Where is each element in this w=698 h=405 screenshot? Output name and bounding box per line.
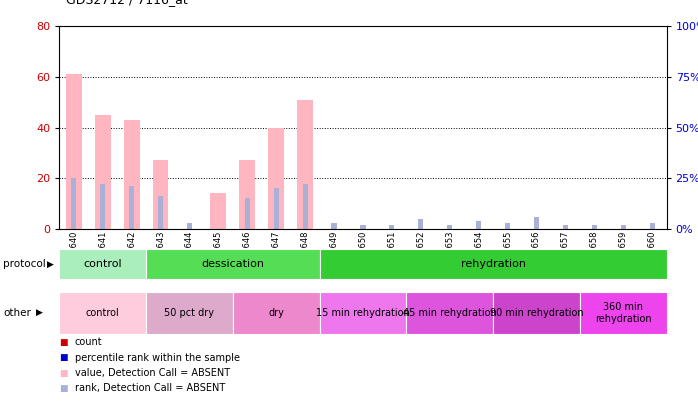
Bar [268,128,284,229]
Bar [493,292,580,334]
Text: value, Detection Call = ABSENT: value, Detection Call = ABSENT [75,368,230,378]
Text: rank, Detection Call = ABSENT: rank, Detection Call = ABSENT [75,384,225,393]
Text: ■: ■ [59,338,68,347]
Bar [274,188,279,229]
Bar [534,217,539,229]
Bar [187,223,192,229]
Bar [320,292,406,334]
Bar [389,225,394,229]
Bar [360,225,366,229]
Text: ■: ■ [59,353,68,362]
Bar [158,196,163,229]
Text: 90 min rehydration: 90 min rehydration [490,308,584,318]
Text: 15 min rehydration: 15 min rehydration [316,308,410,318]
Bar [302,184,308,229]
Text: protocol: protocol [3,259,46,269]
Bar [297,100,313,229]
Bar [59,292,146,334]
Bar [332,223,336,229]
Bar [239,160,255,229]
Text: ■: ■ [59,384,68,393]
Bar [66,75,82,229]
Bar [59,249,146,279]
Bar [153,160,168,229]
Text: 50 pct dry: 50 pct dry [165,308,214,318]
Text: GDS2712 / 7116_at: GDS2712 / 7116_at [66,0,188,6]
Bar [146,249,320,279]
Bar [320,249,667,279]
Bar [210,194,226,229]
Text: control: control [86,308,119,318]
Bar [95,115,111,229]
Text: dessication: dessication [201,259,265,269]
Bar [406,292,493,334]
Bar [505,223,510,229]
Text: other: other [3,308,31,318]
Bar [233,292,320,334]
Bar [245,198,250,229]
Text: ▶: ▶ [36,308,43,318]
Bar [447,225,452,229]
Text: 360 min
rehydration: 360 min rehydration [595,302,651,324]
Bar [563,225,568,229]
Bar [100,184,105,229]
Bar [476,221,481,229]
Text: ▶: ▶ [47,260,54,269]
Text: dry: dry [268,308,284,318]
Text: percentile rank within the sample: percentile rank within the sample [75,353,239,362]
Bar [418,219,424,229]
Text: count: count [75,337,103,347]
Bar [650,223,655,229]
Bar [621,225,626,229]
Bar [71,178,76,229]
Bar [129,186,134,229]
Text: control: control [83,259,122,269]
Text: rehydration: rehydration [461,259,526,269]
Bar [124,120,140,229]
Bar [580,292,667,334]
Bar [592,225,597,229]
Text: 45 min rehydration: 45 min rehydration [403,308,496,318]
Text: ■: ■ [59,369,68,377]
Bar [146,292,233,334]
